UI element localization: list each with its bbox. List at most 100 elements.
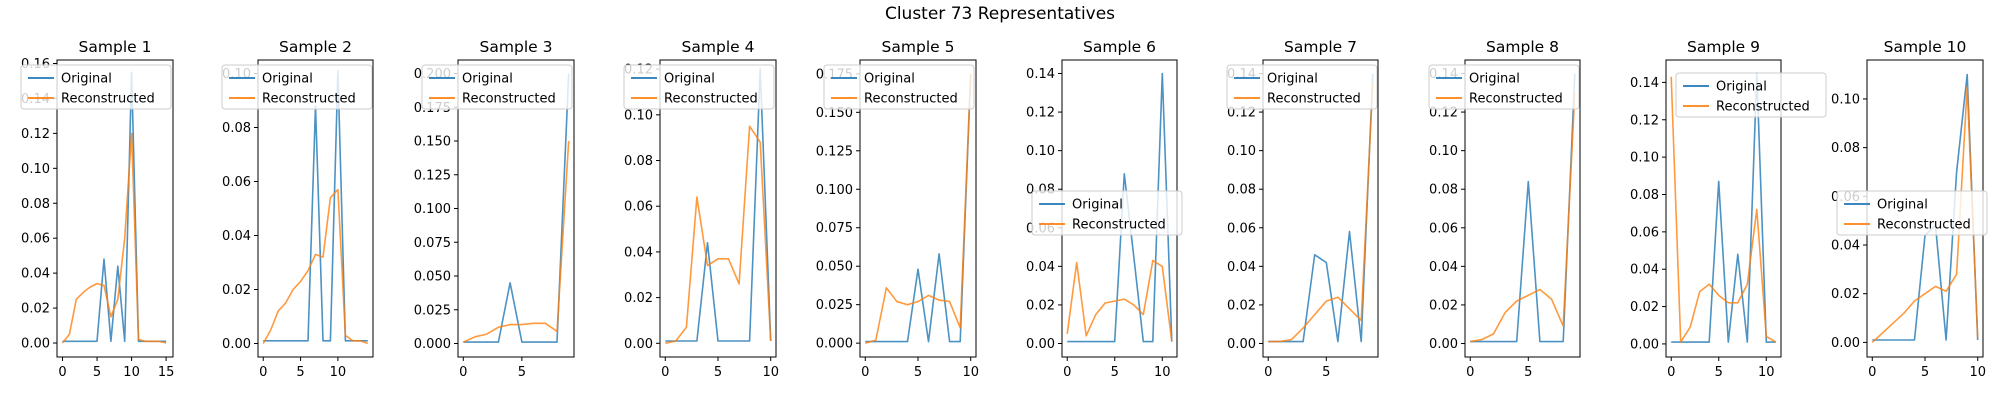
reconstructed-line (665, 125, 772, 345)
x-tick-label: 0 (259, 365, 267, 380)
y-tick-label: 0.08 (1429, 183, 1458, 198)
y-tick-label: 0.14 (1026, 67, 1055, 82)
x-tick-label: 0 (1264, 365, 1272, 380)
y-tick-label: 0.04 (1429, 260, 1458, 275)
y-tick-label: 0.00 (1026, 337, 1055, 352)
y-tick-label: 0.10 (624, 108, 653, 123)
y-tick-label: 0.02 (1227, 298, 1256, 313)
x-tick-label: 0 (861, 365, 869, 380)
y-tick-label: 0.02 (1831, 287, 1860, 302)
reconstructed-line (1670, 76, 1777, 343)
x-tick-label: 5 (518, 365, 526, 380)
y-tick-label: 0.02 (624, 291, 653, 306)
x-tick-label: 15 (158, 365, 175, 380)
original-line (665, 68, 772, 342)
y-tick-label: 0.02 (1429, 298, 1458, 313)
y-tick-label: 0.050 (414, 270, 451, 285)
y-tick-label: 0.08 (21, 197, 50, 212)
original-line (1470, 73, 1576, 343)
legend-label: Original (1469, 72, 1520, 87)
y-tick-label: 0.00 (222, 337, 251, 352)
legend: Original Reconstructed (1675, 72, 1827, 118)
y-tick-label: 0.000 (816, 337, 853, 352)
y-tick-label: 0.02 (1026, 298, 1055, 313)
legend: Original Reconstructed (221, 64, 373, 110)
y-tick-label: 0.075 (414, 236, 451, 251)
x-tick-label: 10 (1969, 365, 1986, 380)
y-tick-label: 0.075 (816, 221, 853, 236)
reconstructed-line (262, 188, 369, 345)
legend-label: Original (61, 72, 112, 87)
reconstructed-line (61, 132, 167, 344)
axes-frame (1665, 59, 1782, 358)
legend: Original Reconstructed (20, 64, 172, 110)
legend-label: Original (462, 72, 513, 87)
y-tick-label: 0.050 (816, 260, 853, 275)
legend-label: Reconstructed (1072, 218, 1166, 233)
reconstructed-line (865, 73, 972, 344)
y-tick-label: 0.12 (21, 127, 50, 142)
x-tick-label: 10 (123, 365, 140, 380)
y-tick-label: 0.06 (21, 232, 50, 247)
legend-label: Reconstructed (262, 92, 356, 107)
axes-frame (257, 59, 374, 358)
y-tick-label: 0.04 (1630, 263, 1659, 278)
legend-label: Reconstructed (1716, 100, 1810, 115)
y-tick-label: 0.00 (1630, 337, 1659, 352)
y-tick-label: 0.125 (816, 144, 853, 159)
x-tick-label: 5 (296, 365, 304, 380)
legend: Original Reconstructed (1226, 64, 1378, 110)
x-tick-label: 5 (1715, 365, 1723, 380)
legend-label: Original (1267, 72, 1318, 87)
axes-frame (56, 59, 174, 358)
y-tick-label: 0.025 (816, 298, 853, 313)
subplot-title: Sample 8 (1486, 38, 1559, 56)
y-tick-label: 0.150 (414, 135, 451, 150)
x-tick-label: 5 (1111, 365, 1119, 380)
y-tick-label: 0.100 (414, 202, 451, 217)
subplot-title: Sample 4 (682, 38, 755, 56)
legend-label: Reconstructed (1267, 92, 1361, 107)
x-tick-label: 5 (93, 365, 101, 380)
subplot-title: Sample 10 (1884, 38, 1967, 56)
y-tick-label: 0.02 (1630, 300, 1659, 315)
axes-frame (1262, 59, 1379, 358)
legend-label: Reconstructed (1469, 92, 1563, 107)
legend: Original Reconstructed (823, 64, 975, 110)
y-tick-label: 0.08 (222, 121, 251, 136)
x-tick-label: 0 (1868, 365, 1876, 380)
original-line (1671, 72, 1776, 343)
subplot-title: Sample 7 (1284, 38, 1357, 56)
y-tick-label: 0.10 (1026, 144, 1055, 159)
original-line (1268, 73, 1374, 343)
x-tick-label: 10 (330, 365, 347, 380)
original-line (1067, 72, 1173, 343)
y-tick-label: 0.06 (624, 200, 653, 215)
y-tick-label: 0.10 (1227, 144, 1256, 159)
legend: Original Reconstructed (623, 64, 775, 110)
y-tick-label: 0.14 (1630, 76, 1659, 91)
x-tick-label: 5 (1322, 365, 1330, 380)
x-tick-label: 0 (1466, 365, 1474, 380)
y-tick-label: 0.10 (21, 162, 50, 177)
y-tick-label: 0.00 (1227, 337, 1256, 352)
y-tick-label: 0.12 (1630, 113, 1659, 128)
legend: Original Reconstructed (1836, 190, 1988, 236)
y-tick-label: 0.10 (1429, 144, 1458, 159)
legend-label: Original (262, 72, 313, 87)
legend: Original Reconstructed (1031, 190, 1183, 236)
y-tick-label: 0.04 (1026, 260, 1055, 275)
subplot-title: Sample 1 (79, 38, 152, 56)
y-tick-label: 0.125 (414, 168, 451, 183)
y-tick-label: 0.06 (1429, 221, 1458, 236)
y-tick-label: 0.025 (414, 303, 451, 318)
x-tick-label: 5 (1921, 365, 1929, 380)
y-tick-label: 0.06 (1630, 225, 1659, 240)
